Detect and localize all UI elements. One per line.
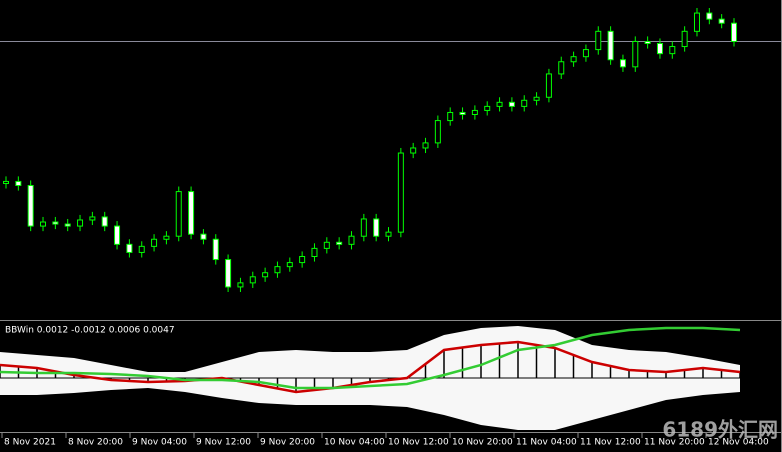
- time-label: 10 Nov 20:00: [452, 438, 513, 448]
- candle-body: [262, 272, 269, 278]
- candle-body: [225, 259, 232, 288]
- candle-body: [595, 30, 602, 51]
- candle-body: [459, 111, 466, 115]
- candle-body: [200, 233, 207, 240]
- candle-body: [114, 225, 121, 245]
- candle-body: [27, 185, 34, 227]
- candle-body: [619, 59, 626, 68]
- candle-body: [434, 120, 441, 144]
- time-label: 10 Nov 12:00: [388, 438, 449, 448]
- candle-body: [274, 266, 281, 274]
- candle-body: [471, 109, 478, 115]
- price-panel: [0, 8, 782, 292]
- time-label: 10 Nov 04:00: [324, 438, 385, 448]
- candle-body: [64, 223, 71, 227]
- candle-body: [126, 243, 133, 253]
- time-label: 12 Nov 04:00: [708, 438, 769, 448]
- candle-body: [656, 43, 663, 55]
- candle-body: [52, 221, 59, 225]
- candle-body: [558, 61, 565, 75]
- candle-body: [718, 18, 725, 24]
- candle-body: [249, 276, 256, 284]
- candle-body: [40, 221, 47, 227]
- time-label: 8 Nov 2021: [4, 438, 56, 448]
- candle-body: [336, 241, 343, 245]
- candle-body: [151, 238, 158, 247]
- candle-body: [311, 247, 318, 257]
- indicator-label: BBWin 0.0012 -0.0012 0.0006 0.0047: [5, 326, 175, 336]
- candle-body: [237, 282, 244, 288]
- candle-body: [731, 22, 737, 42]
- candle-body: [644, 40, 651, 44]
- candle-body: [410, 147, 417, 154]
- candle-body: [706, 12, 713, 20]
- candle-body: [570, 56, 577, 63]
- candle-body: [669, 46, 676, 55]
- candle-body: [496, 101, 503, 107]
- time-label: 11 Nov 20:00: [644, 438, 705, 448]
- candle-body: [286, 262, 293, 268]
- time-label: 11 Nov 04:00: [516, 438, 577, 448]
- candle-body: [3, 180, 9, 184]
- watermark: 6189外汇网: [662, 418, 778, 442]
- candle-body: [212, 238, 219, 261]
- candle-body: [323, 241, 330, 249]
- candle-body: [693, 12, 700, 32]
- candle-body: [545, 73, 552, 98]
- candle-body: [101, 216, 108, 227]
- candle-body: [484, 105, 491, 111]
- candle-body: [89, 216, 96, 221]
- candle-body: [397, 152, 404, 233]
- candle-body: [175, 191, 182, 237]
- candle-body: [77, 219, 84, 227]
- indicator-line: [0, 340, 741, 394]
- candle-body: [582, 49, 589, 58]
- time-label: 11 Nov 12:00: [580, 438, 641, 448]
- indicator-line: [0, 326, 741, 390]
- candle-body: [299, 256, 306, 264]
- time-label: 8 Nov 20:00: [68, 438, 123, 448]
- candle-body: [533, 96, 540, 101]
- candle-body: [508, 101, 515, 107]
- candle-body: [385, 231, 392, 237]
- candle-body: [447, 111, 454, 122]
- candle-body: [422, 142, 429, 149]
- time-axis: 8 Nov 2021 8 Nov 20:00 9 Nov 04:00 9 Nov 12…: [1, 433, 769, 448]
- candle-body: [138, 245, 145, 253]
- candle-body: [163, 235, 170, 240]
- candle-body: [521, 99, 528, 107]
- candle-body: [15, 180, 22, 186]
- candle-body: [360, 218, 367, 237]
- time-label: 9 Nov 04:00: [132, 438, 187, 448]
- time-label: 9 Nov 20:00: [260, 438, 315, 448]
- time-label: 9 Nov 12:00: [196, 438, 251, 448]
- candle-body: [188, 191, 195, 235]
- candle-body: [607, 30, 614, 61]
- candle-body: [373, 218, 380, 237]
- candle-body: [632, 40, 639, 68]
- candle-body: [681, 30, 688, 48]
- indicator-panel: [0, 326, 741, 430]
- candle-body: [348, 235, 355, 245]
